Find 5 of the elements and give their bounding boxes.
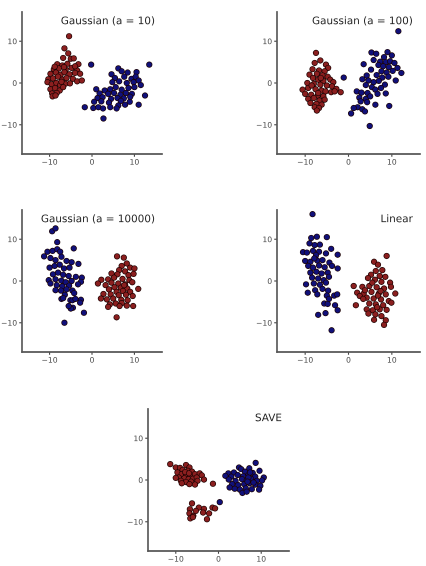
chart-title: Linear <box>381 214 413 222</box>
chart-title: Gaussian (a = 10) <box>61 16 154 26</box>
chart-title: SAVE <box>256 413 282 422</box>
chart-title: Gaussian (a = 10000) <box>41 214 154 224</box>
chart-title: Gaussian (a = 100) <box>312 16 412 26</box>
